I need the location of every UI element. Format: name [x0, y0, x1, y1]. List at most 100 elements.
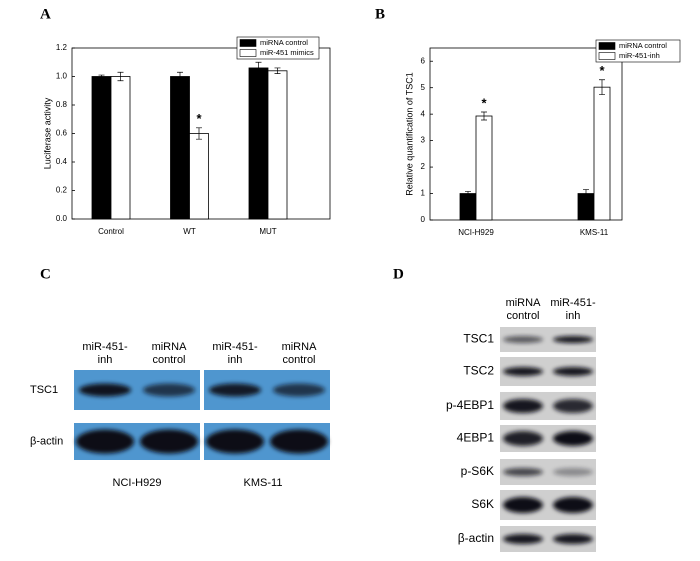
legend-label: miRNA control: [260, 38, 308, 47]
bar: [459, 193, 477, 221]
y-tick-label: 0.6: [56, 129, 68, 138]
significance-mark: *: [599, 63, 605, 78]
blot-band: [503, 497, 543, 513]
blot-band: [270, 429, 328, 454]
y-tick-label: 0.4: [56, 157, 68, 166]
error-bar: [481, 111, 487, 121]
panel-label: C: [40, 266, 51, 282]
row-label: β-actin: [458, 531, 494, 545]
error-bar: [274, 67, 281, 74]
error-bar: [583, 189, 589, 198]
significance-mark: *: [196, 111, 202, 126]
error-bar: [465, 191, 471, 197]
blot-band: [206, 429, 264, 454]
blot-band: [553, 399, 593, 413]
blot-band: [209, 383, 261, 397]
legend-label: miR-451-inh: [619, 51, 660, 60]
row-label: TSC2: [463, 364, 494, 378]
blot-band: [143, 383, 195, 397]
row-label: β-actin: [30, 435, 63, 447]
blot-band: [503, 399, 543, 413]
y-tick-label: 6: [421, 56, 426, 65]
y-tick-label: 5: [421, 83, 426, 92]
x-tick-label: NCI-H929: [458, 228, 494, 237]
lane-header: miR-451-: [212, 341, 258, 353]
blot-band: [553, 367, 593, 376]
legend-swatch: [598, 52, 616, 60]
row-label: 4EBP1: [457, 431, 495, 445]
legend-label: miRNA control: [619, 41, 667, 50]
legend-swatch: [239, 39, 257, 47]
y-axis-label: Luciferase activity: [42, 97, 52, 169]
blot-band: [273, 383, 325, 397]
error-bar: [177, 71, 183, 82]
y-tick-label: 1: [421, 189, 426, 198]
error-bar: [255, 61, 262, 74]
lane-header: inh: [566, 310, 581, 322]
bar: [267, 70, 288, 220]
error-bar: [196, 127, 202, 140]
y-tick-label: 2: [421, 162, 426, 171]
lane-header: inh: [228, 354, 243, 366]
blot-band: [503, 336, 543, 343]
y-axis-label: Relative quantification of TSC1: [404, 72, 414, 195]
blot-band: [503, 468, 543, 476]
bar: [170, 76, 190, 220]
lane-header: control: [152, 354, 185, 366]
blot-band: [503, 534, 543, 544]
blot-band: [140, 429, 198, 454]
lane-header: miRNA: [506, 297, 541, 309]
x-tick-label: Control: [98, 227, 124, 236]
y-tick-label: 1.2: [56, 43, 68, 52]
error-bar: [599, 79, 605, 95]
lane-header: miR-451-: [82, 341, 128, 353]
lane-header: control: [506, 310, 539, 322]
y-tick-label: 0.0: [56, 214, 68, 223]
cell-line-label: KMS-11: [244, 477, 283, 489]
x-tick-label: KMS-11: [580, 228, 609, 237]
lane-header: inh: [98, 354, 113, 366]
row-label: p-4EBP1: [446, 398, 494, 412]
legend-box: [236, 36, 320, 60]
error-bar: [98, 74, 105, 79]
bar: [110, 76, 131, 220]
x-tick-label: WT: [183, 227, 196, 236]
legend-label: miR-451 mimics: [260, 48, 314, 57]
lane-header: control: [282, 354, 315, 366]
blot-band: [553, 336, 593, 343]
row-label: p-S6K: [461, 464, 494, 478]
blot-band: [553, 468, 593, 476]
blot-band: [553, 534, 593, 544]
significance-mark: *: [481, 95, 487, 110]
row-label: S6K: [471, 497, 494, 511]
y-tick-label: 4: [421, 109, 426, 118]
y-tick-label: 1.0: [56, 72, 68, 81]
blot-band: [553, 431, 593, 446]
y-tick-label: 0: [421, 215, 426, 224]
bar: [475, 115, 493, 221]
y-tick-label: 0.2: [56, 186, 68, 195]
bar: [248, 67, 269, 220]
panel-label: D: [393, 266, 404, 282]
blot-band: [503, 431, 543, 446]
blot-band: [553, 497, 593, 513]
row-label: TSC1: [30, 384, 58, 396]
bar: [593, 86, 611, 221]
legend-swatch: [239, 49, 257, 57]
lane-header: miRNA: [152, 341, 187, 353]
blot-band: [79, 383, 131, 397]
bar: [189, 133, 209, 220]
row-label: TSC1: [463, 332, 494, 346]
lane-header: miRNA: [282, 341, 317, 353]
panel-label: A: [40, 6, 51, 22]
legend-swatch: [598, 42, 616, 50]
plot-frame: [429, 47, 623, 221]
blot-band: [76, 429, 134, 454]
cell-line-label: NCI-H929: [113, 477, 162, 489]
panel-label: B: [375, 6, 385, 22]
error-bar: [117, 71, 124, 82]
bar: [91, 76, 112, 220]
blot-band: [503, 367, 543, 376]
y-tick-label: 3: [421, 136, 426, 145]
